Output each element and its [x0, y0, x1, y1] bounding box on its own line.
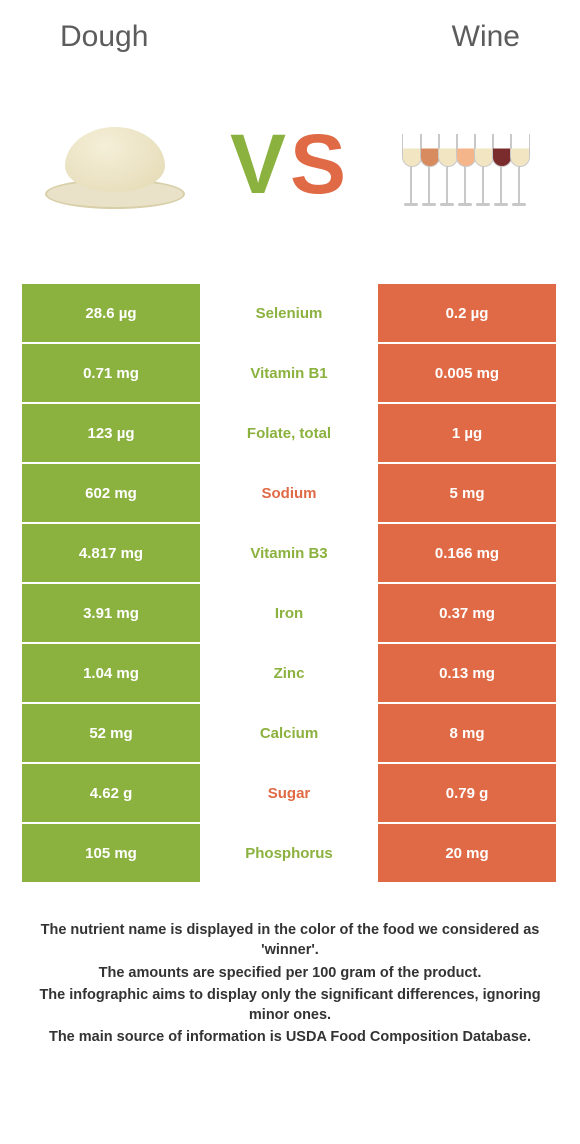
left-value: 28.6 µg	[22, 284, 200, 342]
table-row: 105 mgPhosphorus20 mg	[22, 824, 558, 884]
right-value: 0.166 mg	[378, 524, 556, 582]
footer-line: The nutrient name is displayed in the co…	[28, 920, 552, 961]
wine-image	[370, 104, 560, 224]
table-row: 52 mgCalcium8 mg	[22, 704, 558, 764]
footer-text: The nutrient name is displayed in the co…	[0, 884, 580, 1048]
right-value: 0.37 mg	[378, 584, 556, 642]
header-left: Dough	[60, 20, 148, 54]
left-value: 602 mg	[22, 464, 200, 522]
left-value: 4.817 mg	[22, 524, 200, 582]
header-row: Dough Wine	[0, 0, 580, 54]
right-value: 5 mg	[378, 464, 556, 522]
footer-line: The main source of information is USDA F…	[28, 1027, 552, 1047]
table-row: 3.91 mgIron0.37 mg	[22, 584, 558, 644]
left-value: 3.91 mg	[22, 584, 200, 642]
nutrient-name: Sugar	[200, 764, 378, 822]
table-row: 4.62 gSugar0.79 g	[22, 764, 558, 824]
left-value: 4.62 g	[22, 764, 200, 822]
nutrient-name: Phosphorus	[200, 824, 378, 882]
images-row: VS	[0, 54, 580, 264]
nutrient-name: Selenium	[200, 284, 378, 342]
nutrient-name: Sodium	[200, 464, 378, 522]
right-value: 0.13 mg	[378, 644, 556, 702]
nutrient-name: Calcium	[200, 704, 378, 762]
table-row: 602 mgSodium5 mg	[22, 464, 558, 524]
table-row: 28.6 µgSelenium0.2 µg	[22, 284, 558, 344]
nutrient-name: Vitamin B3	[200, 524, 378, 582]
right-value: 0.2 µg	[378, 284, 556, 342]
right-value: 1 µg	[378, 404, 556, 462]
footer-line: The infographic aims to display only the…	[28, 985, 552, 1026]
nutrient-name: Vitamin B1	[200, 344, 378, 402]
left-value: 105 mg	[22, 824, 200, 882]
left-value: 0.71 mg	[22, 344, 200, 402]
left-value: 123 µg	[22, 404, 200, 462]
vs-label: VS	[230, 122, 350, 206]
vs-s: S	[290, 117, 350, 211]
table-row: 1.04 mgZinc0.13 mg	[22, 644, 558, 704]
table-row: 123 µgFolate, total1 µg	[22, 404, 558, 464]
right-value: 20 mg	[378, 824, 556, 882]
dough-image	[20, 104, 210, 224]
header-right: Wine	[452, 20, 520, 54]
right-value: 0.005 mg	[378, 344, 556, 402]
table-row: 4.817 mgVitamin B30.166 mg	[22, 524, 558, 584]
vs-v: V	[230, 117, 290, 211]
wine-glass-icon	[508, 134, 530, 214]
nutrient-name: Iron	[200, 584, 378, 642]
left-value: 52 mg	[22, 704, 200, 762]
right-value: 8 mg	[378, 704, 556, 762]
nutrient-name: Zinc	[200, 644, 378, 702]
nutrient-name: Folate, total	[200, 404, 378, 462]
nutrient-table: 28.6 µgSelenium0.2 µg0.71 mgVitamin B10.…	[0, 264, 580, 884]
table-row: 0.71 mgVitamin B10.005 mg	[22, 344, 558, 404]
footer-line: The amounts are specified per 100 gram o…	[28, 963, 552, 983]
right-value: 0.79 g	[378, 764, 556, 822]
left-value: 1.04 mg	[22, 644, 200, 702]
